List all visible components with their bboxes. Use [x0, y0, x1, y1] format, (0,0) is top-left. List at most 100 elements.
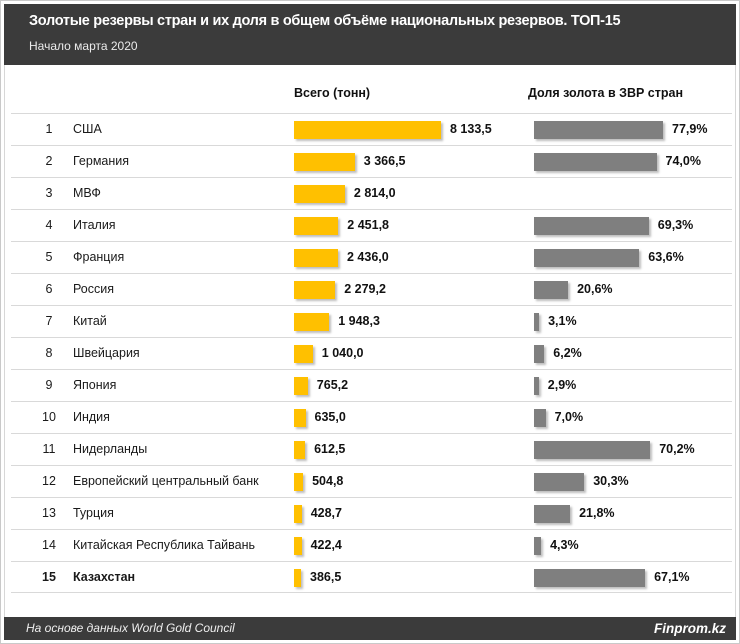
- country-label: Япония: [73, 378, 117, 392]
- tonnes-value: 2 279,2: [344, 282, 386, 296]
- country-label: Казахстан: [73, 570, 136, 584]
- chart-title: Золотые резервы стран и их доля в общем …: [29, 13, 621, 29]
- tonnes-bar: [294, 505, 302, 523]
- share-value: 69,3%: [657, 218, 694, 232]
- country-label: Швейцария: [73, 346, 140, 360]
- rank-label: 12: [42, 474, 56, 488]
- table-row: 3 МВФ 2 814,0: [11, 177, 732, 209]
- table-row: 6 Россия 2 279,2 20,6%: [11, 273, 732, 305]
- tonnes-bar: [294, 313, 330, 331]
- tonnes-value: 2 451,8: [347, 218, 390, 232]
- share-bar: [534, 473, 585, 491]
- share-value: 21,8%: [579, 506, 615, 520]
- left-border-line: [4, 65, 5, 617]
- table-row: 13 Турция 428,7 21,8%: [11, 497, 732, 529]
- share-bar: [534, 537, 542, 555]
- share-value: 2,9%: [547, 378, 577, 392]
- country-label: Турция: [73, 506, 114, 520]
- tonnes-bar: [294, 249, 338, 267]
- tonnes-bar: [294, 473, 304, 491]
- rank-label: 4: [45, 218, 53, 232]
- table-row: 7 Китай 1 948,3 3,1%: [11, 305, 732, 337]
- share-bar: [534, 345, 545, 363]
- tonnes-bar: [294, 345, 313, 363]
- share-bar: [534, 281, 569, 299]
- tonnes-value: 386,5: [310, 570, 342, 584]
- table-row: 9 Япония 765,2 2,9%: [11, 369, 732, 401]
- country-label: Германия: [73, 154, 130, 168]
- country-label: Китай: [73, 314, 107, 328]
- share-bar: [534, 409, 546, 427]
- tonnes-bar: [294, 537, 302, 555]
- share-value: 70,2%: [659, 442, 695, 456]
- share-bar: [534, 505, 571, 523]
- share-value: 6,2%: [553, 346, 582, 360]
- table-row: 4 Италия 2 451,8 69,3%: [11, 209, 732, 241]
- table-row: 15 Казахстан 386,5 67,1%: [11, 561, 732, 593]
- share-bar: [534, 217, 649, 235]
- tonnes-bar: [294, 569, 301, 587]
- table-row: 1 США 8 133,5 77,9%: [11, 113, 732, 145]
- country-label: МВФ: [73, 186, 101, 200]
- tonnes-bar: [294, 281, 336, 299]
- rank-label: 1: [45, 122, 53, 136]
- rank-label: 9: [45, 378, 53, 392]
- table-row: 8 Швейцария 1 040,0 6,2%: [11, 337, 732, 369]
- tonnes-bar: [294, 121, 441, 139]
- share-value: 4,3%: [550, 538, 579, 552]
- share-value: 63,6%: [648, 250, 684, 264]
- rank-label: 3: [45, 186, 53, 200]
- country-label: Китайская Республика Тайвань: [73, 538, 256, 552]
- share-bar: [534, 377, 539, 395]
- share-bar: [534, 153, 657, 171]
- tonnes-value: 612,5: [314, 442, 346, 456]
- tonnes-value: 3 366,5: [363, 154, 406, 168]
- rank-label: 7: [45, 314, 53, 328]
- column-header-tonnes: Всего (тонн): [294, 86, 371, 100]
- table-row: 11 Нидерланды 612,5 70,2%: [11, 433, 732, 465]
- rank-label: 13: [42, 506, 56, 520]
- share-value: 20,6%: [577, 282, 613, 296]
- rank-label: 14: [42, 538, 56, 552]
- rank-label: 10: [42, 410, 56, 424]
- rows-container: 1 США 8 133,5 77,9% 2 Германия 3 366,5 74,0% 3 МВ…: [11, 113, 732, 593]
- tonnes-value: 1 948,3: [338, 314, 380, 328]
- country-label: Италия: [73, 218, 116, 232]
- footer-bar: На основе данных World Gold Council Finp…: [4, 617, 736, 640]
- country-label: Индия: [73, 410, 110, 424]
- country-label: США: [73, 122, 102, 136]
- tonnes-bar: [294, 217, 339, 235]
- share-bar: [534, 249, 640, 267]
- tonnes-value: 1 040,0: [321, 346, 364, 360]
- rank-label: 15: [42, 570, 56, 584]
- share-bar: [534, 569, 646, 587]
- tonnes-value: 635,0: [314, 410, 346, 424]
- tonnes-bar: [294, 185, 345, 203]
- tonnes-value: 428,7: [310, 506, 342, 520]
- share-value: 7,0%: [554, 410, 584, 424]
- tonnes-value: 765,2: [316, 378, 349, 392]
- header-bar: Золотые резервы стран и их доля в общем …: [4, 4, 736, 65]
- tonnes-value: 422,4: [310, 538, 342, 552]
- share-value: 77,9%: [672, 122, 708, 136]
- tonnes-value: 504,8: [312, 474, 344, 488]
- tonnes-value: 8 133,5: [450, 122, 492, 136]
- table-row: 2 Германия 3 366,5 74,0%: [11, 145, 732, 177]
- rank-label: 6: [45, 282, 53, 296]
- rank-label: 11: [42, 442, 56, 456]
- rank-label: 8: [45, 346, 53, 360]
- table-row: 5 Франция 2 436,0 63,6%: [11, 241, 732, 273]
- share-value: 67,1%: [654, 570, 690, 584]
- share-value: 74,0%: [665, 154, 701, 168]
- tonnes-bar: [294, 441, 306, 459]
- share-bar: [534, 121, 663, 139]
- tonnes-bar: [294, 153, 355, 171]
- share-bar: [534, 441, 651, 459]
- rank-label: 2: [45, 154, 53, 168]
- country-label: Нидерланды: [73, 442, 148, 456]
- table-row: 12 Европейский центральный банк 504,8 30,3%: [11, 465, 732, 497]
- tonnes-bar: [294, 409, 306, 427]
- share-bar: [534, 313, 540, 331]
- column-header-share: Доля золота в ЗВР стран: [528, 86, 683, 100]
- rank-label: 5: [45, 250, 53, 264]
